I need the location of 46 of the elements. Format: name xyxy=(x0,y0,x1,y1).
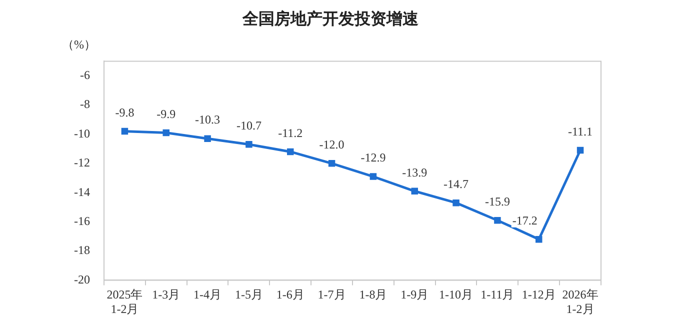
x-tick-label: 2026年 1-2月 xyxy=(562,288,598,316)
y-tick-label: -8 xyxy=(80,97,90,112)
point xyxy=(536,236,542,243)
y-tick-label: -20 xyxy=(74,272,90,286)
point xyxy=(121,128,128,135)
y-tick-label: -18 xyxy=(74,243,90,258)
point xyxy=(204,135,211,142)
x-tick-label: 1-9月 xyxy=(400,288,429,302)
text: -15.9 xyxy=(484,194,510,208)
text: -11.2 xyxy=(278,126,303,140)
y-axis-title: （%） xyxy=(62,37,96,52)
x-tick-label: 2025年 1-2月 xyxy=(106,288,143,316)
x-tick-label: 1-4月 xyxy=(194,288,222,302)
point xyxy=(162,129,170,136)
text: -14.7 xyxy=(444,176,469,191)
point xyxy=(494,216,501,224)
x-tick-label: 1-11月 xyxy=(480,288,514,302)
text: -17.2 xyxy=(512,213,538,228)
y-tick-label: -6 xyxy=(80,68,90,82)
text: -12.0 xyxy=(319,138,344,152)
text: -9.9 xyxy=(156,106,176,121)
text: -11.1 xyxy=(568,124,593,138)
point xyxy=(246,141,252,148)
text: -9.8 xyxy=(115,105,134,120)
point xyxy=(411,188,418,195)
point xyxy=(370,173,377,180)
y-tick-label: -14 xyxy=(74,184,90,199)
text: -10.7 xyxy=(236,118,262,133)
y-tick-label: -12 xyxy=(74,156,90,170)
text: -10.3 xyxy=(195,112,220,127)
x-tick-label: 1-10月 xyxy=(439,288,474,302)
text: -12.9 xyxy=(360,150,386,165)
x-tick-label: 1-12月 xyxy=(522,288,556,302)
x-tick-label: 1-3月 xyxy=(152,288,180,302)
text: -13.9 xyxy=(402,165,428,180)
y-tick-label: -10 xyxy=(74,126,90,140)
chart-title: 全国房地产开发投资增速 xyxy=(242,8,420,28)
point xyxy=(576,146,584,154)
point xyxy=(328,160,336,167)
y-tick-label: -16 xyxy=(74,214,90,228)
x-tick-label: 1-5月 xyxy=(234,288,263,302)
point xyxy=(452,199,460,206)
x-tick-label: 1-6月 xyxy=(276,288,304,302)
point xyxy=(287,148,294,156)
x-tick-label: 1-8月 xyxy=(359,288,388,302)
x-tick-label: 1-7月 xyxy=(318,288,346,302)
